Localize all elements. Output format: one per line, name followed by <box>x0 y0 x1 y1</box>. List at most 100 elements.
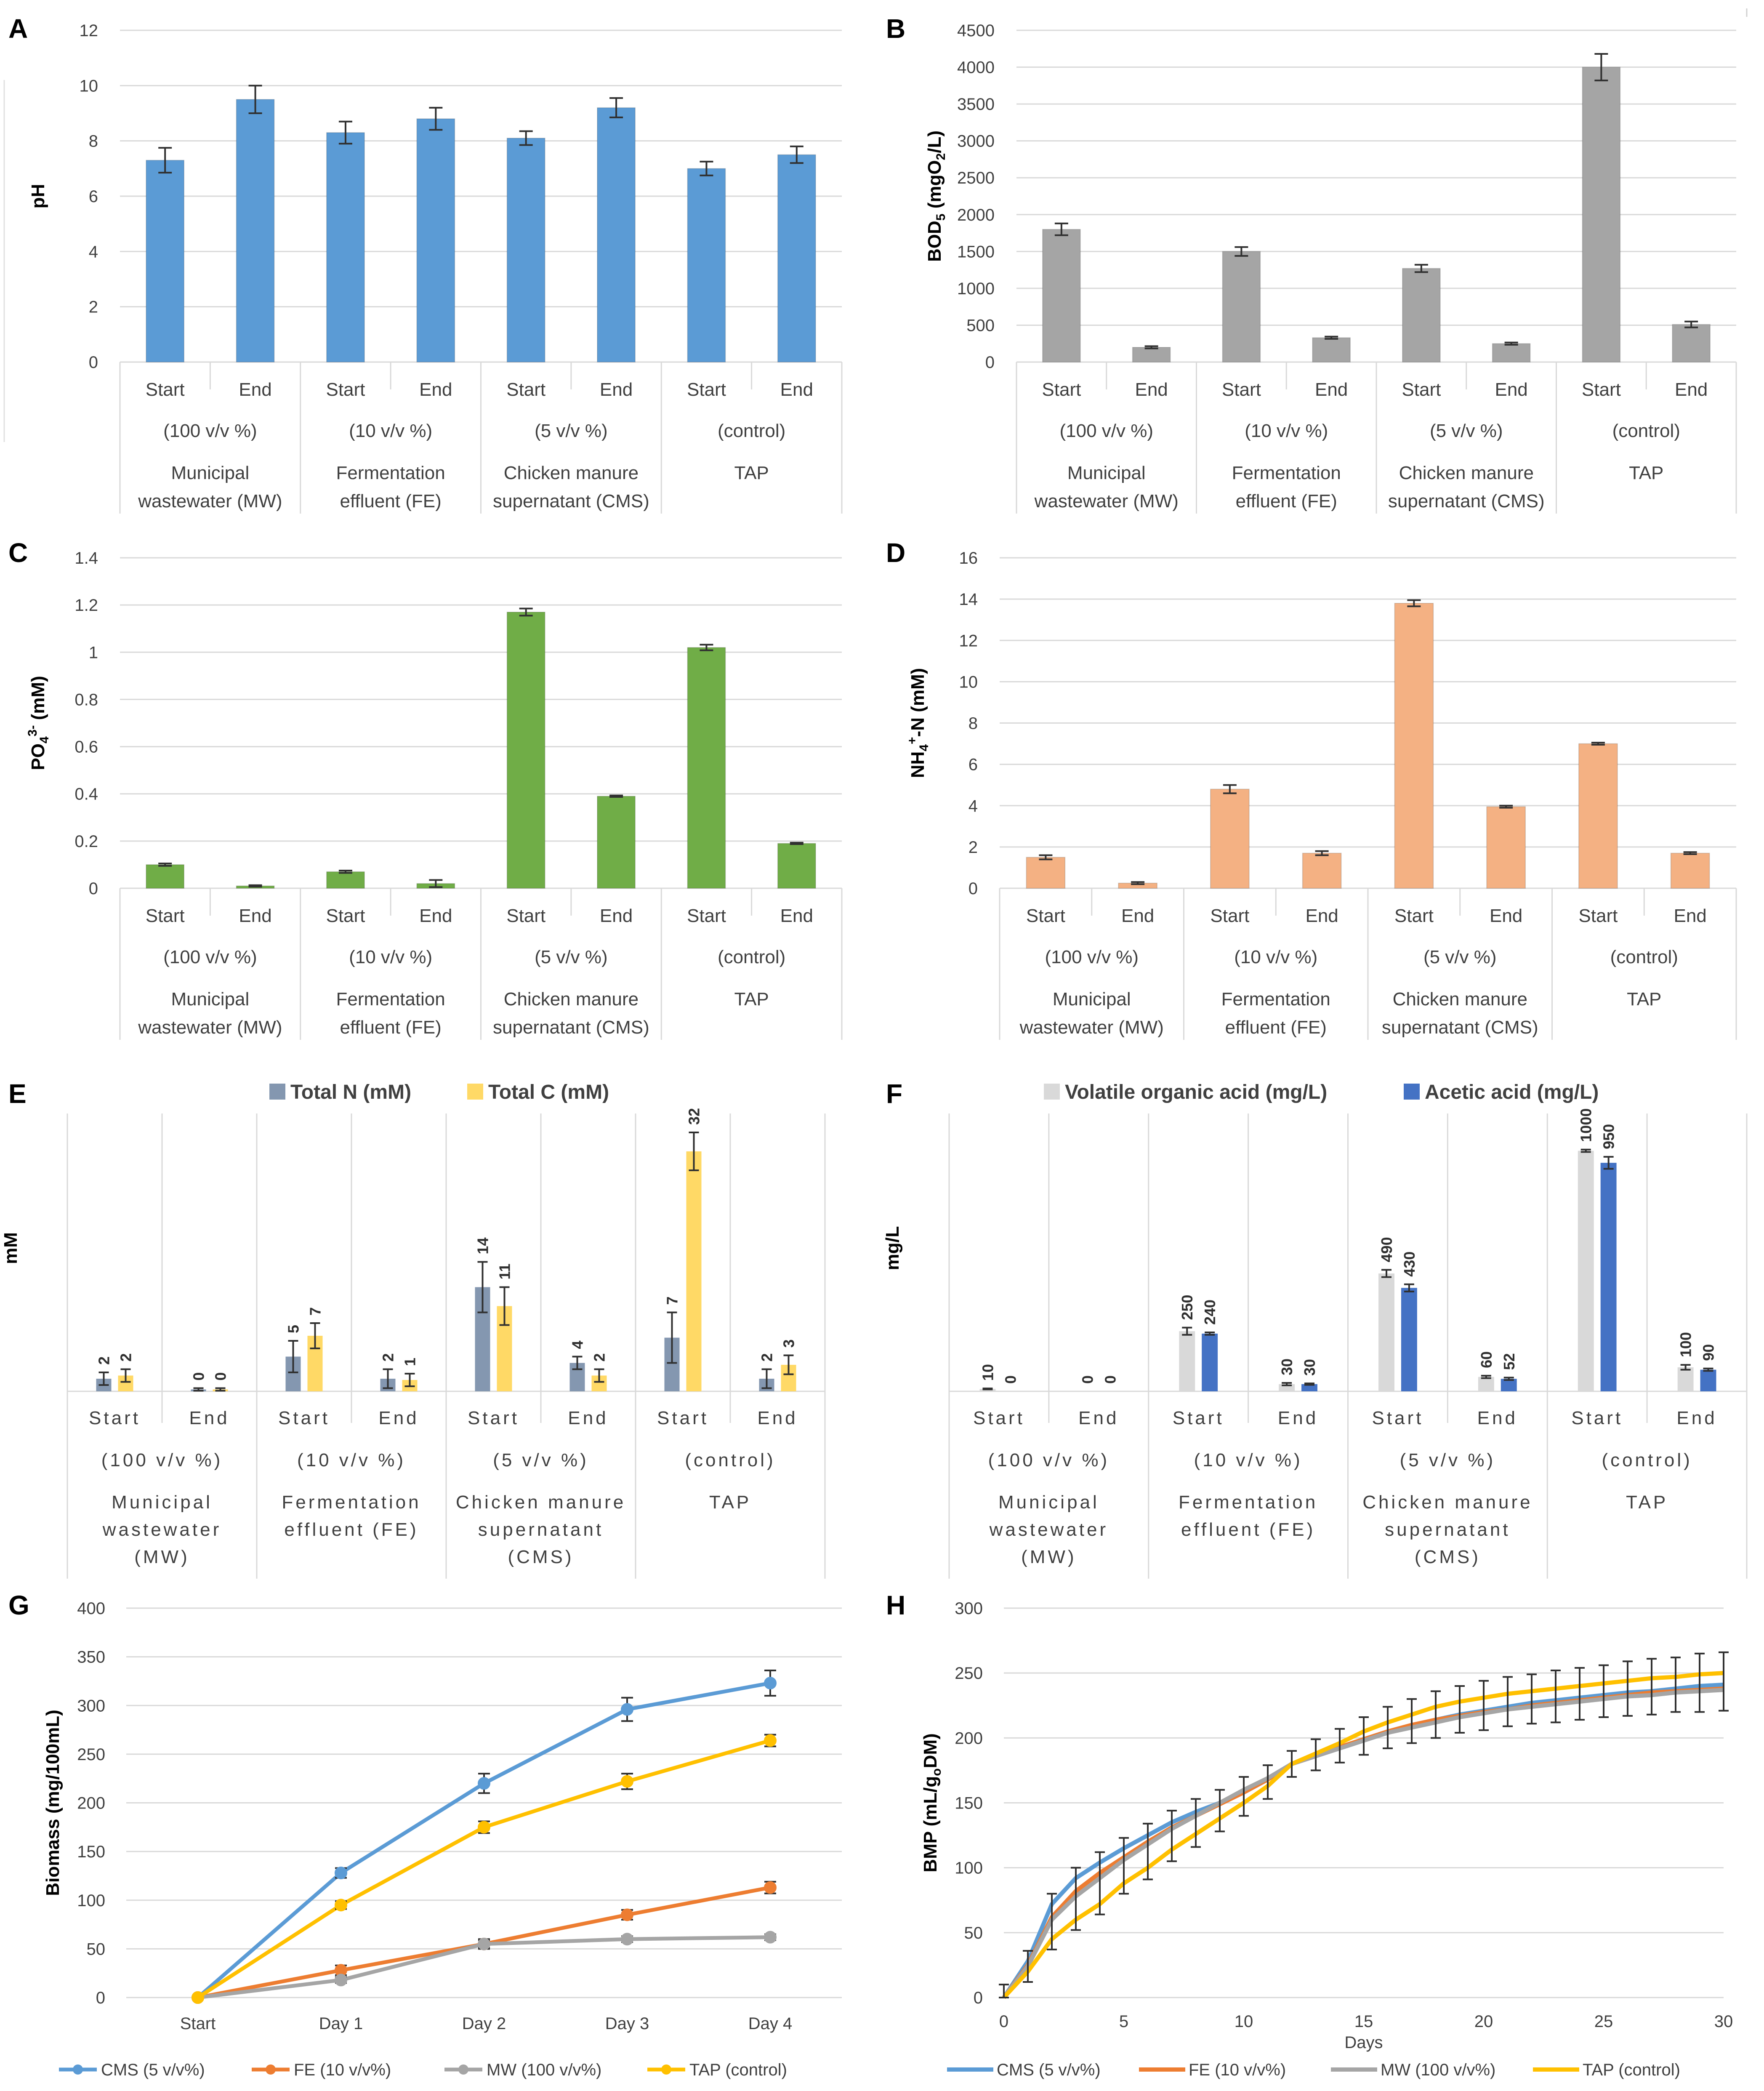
panel-a-errorbar <box>158 147 172 174</box>
panel-a-group-name-2: supernatant (CMS) <box>493 491 649 511</box>
panel-h-errorbar <box>1407 1698 1417 1744</box>
panel-a-errorbar <box>700 160 713 176</box>
panel-e-data-label: 0 <box>190 1372 208 1380</box>
panel-d-errorbar <box>1407 599 1421 607</box>
panel-d-errorbar <box>1591 742 1605 746</box>
panel-c-category-label: End <box>780 906 813 926</box>
panel-h-legend-label: FE (10 v/v%) <box>1189 2061 1286 2079</box>
panel-g-point <box>478 1937 490 1950</box>
panel-g-ytick-label: 100 <box>77 1891 105 1910</box>
panel-g-point <box>335 1974 347 1987</box>
panel-a-category-label: End <box>780 379 813 400</box>
panel-g-point <box>621 1703 633 1716</box>
panel-f-data-label: 1000 <box>1578 1108 1595 1142</box>
panel-h-errorbar <box>1215 1789 1225 1833</box>
panel-e-errorbar <box>594 1368 604 1383</box>
panel-a-category-label: Start <box>506 379 545 400</box>
panel-letter-g: G <box>8 1590 29 1620</box>
panel-f-bar <box>1501 1379 1517 1391</box>
panel-f-errorbar <box>1205 1332 1215 1336</box>
panel-e-data-label: 2 <box>591 1353 608 1361</box>
panel-h-xtick-label: 20 <box>1474 2012 1493 2031</box>
panel-d-group-name-2: supernatant (CMS) <box>1382 1017 1538 1038</box>
panel-b-bar <box>1672 324 1711 363</box>
panel-h-xtick-label: 25 <box>1594 2012 1613 2031</box>
panel-d-errorbar <box>1223 784 1237 794</box>
panel-b-group-name-2: effluent (FE) <box>1236 491 1337 511</box>
panel-h-ylabel: BMP (mL/goDM) <box>920 1733 944 1872</box>
panel-a-ytick-label: 0 <box>89 353 98 372</box>
panel-f-errorbar <box>1381 1269 1392 1278</box>
panel-d-bar <box>1578 743 1618 889</box>
panel-g-point <box>764 1881 777 1894</box>
panel-b-ytick-label: 2000 <box>957 206 995 224</box>
panel-g-point <box>764 1734 777 1747</box>
panel-g-ytick-label: 200 <box>77 1794 105 1813</box>
panel-f-legend-swatch <box>1404 1084 1420 1100</box>
panel-h-xtick-label: 5 <box>1119 2012 1128 2031</box>
panel-e-data-label: 1 <box>402 1358 419 1366</box>
panel-f-group-name: Municipal <box>998 1492 1099 1513</box>
panel-f-errorbar <box>1680 1364 1691 1371</box>
panel-e-errorbar <box>193 1387 204 1392</box>
panel-e-errorbar <box>477 1261 488 1313</box>
panel-e-errorbar <box>383 1368 393 1389</box>
panel-h-errorbar <box>1431 1690 1441 1739</box>
panel-f-errorbar <box>1580 1148 1591 1153</box>
panel-f-category-label: End <box>1278 1408 1318 1428</box>
panel-b-errorbar <box>1325 336 1338 340</box>
panel-f-group-dose: (control) <box>1602 1450 1692 1470</box>
panel-e-errorbar <box>98 1372 109 1386</box>
panel-a-group-name-2: effluent (FE) <box>340 491 441 511</box>
panel-a-bar <box>687 168 726 362</box>
panel-b-ytick-label: 0 <box>985 353 995 372</box>
panel-f-bar <box>1179 1331 1195 1391</box>
panel-a-bar <box>506 138 545 363</box>
panel-g-point <box>478 1777 490 1790</box>
panel-h-errorbar <box>1695 1652 1705 1713</box>
panel-a-category-label: End <box>600 379 633 400</box>
panel-b-ytick-label: 1500 <box>957 242 995 261</box>
panel-f-category-label: Start <box>1571 1408 1623 1428</box>
panel-g-xtick-label: Day 1 <box>319 2014 363 2033</box>
panel-d-group-name-2: wastewater (MW) <box>1019 1017 1164 1038</box>
panel-a-errorbar <box>338 120 352 145</box>
panel-a-group-name: Fermentation <box>336 463 445 483</box>
panel-e-category-label: Start <box>278 1408 330 1428</box>
panel-f-data-label: 430 <box>1401 1252 1418 1277</box>
panel-d-bar <box>1670 852 1710 889</box>
panel-d-errorbar <box>1683 851 1697 855</box>
panel-d-group-name: Fermentation <box>1221 989 1330 1010</box>
panel-e-data-label: 2 <box>758 1353 776 1361</box>
panel-c-errorbar <box>338 869 352 874</box>
panel-e-group-dose: (100 v/v %) <box>101 1450 223 1470</box>
panel-letter-f: F <box>886 1079 902 1109</box>
panel-h-errorbar <box>1359 1716 1369 1756</box>
panel-e-data-label: 7 <box>307 1307 324 1316</box>
panel-a-ytick-label: 12 <box>80 21 98 40</box>
panel-g-ylabel: Biomass (mg/100mL) <box>43 1710 63 1896</box>
panel-h-errorbar <box>1527 1673 1537 1725</box>
panel-g-ytick-label: 50 <box>87 1940 106 1958</box>
panel-f-data-label: 90 <box>1700 1344 1717 1361</box>
panel-e-errorbar <box>310 1322 320 1349</box>
panel-d-group-dose: (control) <box>1610 947 1678 967</box>
panel-f-bar <box>1378 1273 1394 1391</box>
panel-e-category-label: End <box>568 1408 608 1428</box>
panel-b-group-name: Chicken manure <box>1399 463 1534 483</box>
panel-f-category-label: Start <box>973 1408 1025 1428</box>
panel-c-ytick-label: 0.4 <box>74 785 98 804</box>
panel-a-ytick-label: 6 <box>89 187 98 206</box>
panel-f-category-label: Start <box>1372 1408 1423 1428</box>
panel-e-errorbar <box>783 1354 794 1375</box>
panel-c-bar <box>687 647 726 889</box>
panel-f-category-label: End <box>1477 1408 1518 1428</box>
panel-h-xtick-label: 10 <box>1235 2012 1253 2031</box>
panel-e-data-label: 3 <box>780 1339 798 1348</box>
panel-b-category-label: End <box>1675 379 1708 400</box>
panel-e-data-label: 4 <box>569 1340 586 1349</box>
panel-g-legend-marker <box>458 2064 468 2075</box>
panel-b-group-name: TAP <box>1629 463 1663 483</box>
panel-f-bar <box>1677 1367 1694 1391</box>
